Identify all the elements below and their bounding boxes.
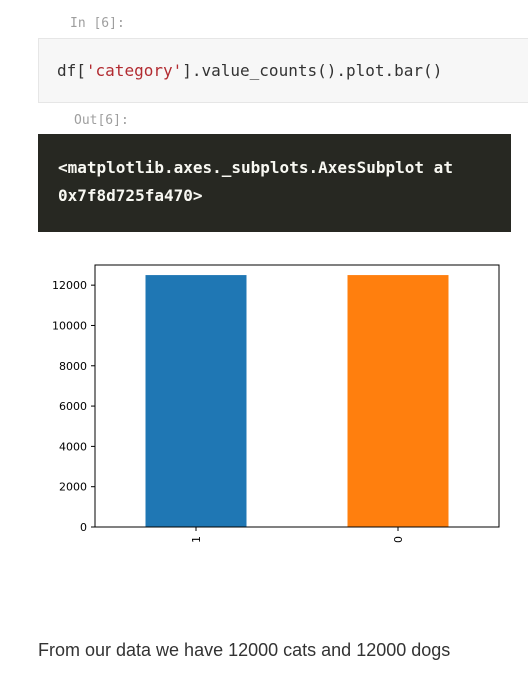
x-tick-label: 0 bbox=[392, 536, 405, 543]
axes-frame bbox=[94, 264, 500, 528]
code-cell[interactable]: df['category'].value_counts().plot.bar() bbox=[38, 38, 528, 103]
input-prompt: In [6]: bbox=[70, 16, 125, 31]
y-tick-label: 10000 bbox=[52, 319, 87, 332]
y-tick-label: 2000 bbox=[59, 481, 87, 494]
bar-0 bbox=[347, 275, 449, 527]
output-line-2: 0x7f8d725fa470> bbox=[58, 186, 203, 205]
y-tick-label: 0 bbox=[80, 521, 87, 534]
code-string-literal: 'category' bbox=[85, 61, 183, 80]
y-tick-label: 6000 bbox=[59, 400, 87, 413]
bar-1 bbox=[145, 275, 247, 527]
output-line-1: <matplotlib.axes._subplots.AxesSubplot a… bbox=[58, 158, 453, 177]
y-tick-label: 12000 bbox=[52, 279, 87, 292]
x-tick-label: 1 bbox=[190, 536, 203, 543]
code-part-1: df[ bbox=[57, 61, 86, 80]
output-prompt: Out[6]: bbox=[74, 113, 129, 128]
markdown-text: From our data we have 12000 cats and 120… bbox=[38, 640, 451, 660]
y-tick-label: 8000 bbox=[59, 360, 87, 373]
code-line: df['category'].value_counts().plot.bar() bbox=[57, 61, 442, 80]
bar-chart: 0 2000 4000 6000 8000 10000 12000 1 0 bbox=[52, 264, 500, 543]
y-tick-label: 4000 bbox=[59, 440, 87, 453]
output-cell: <matplotlib.axes._subplots.AxesSubplot a… bbox=[38, 134, 511, 232]
code-part-2: ].value_counts().plot.bar() bbox=[182, 61, 443, 80]
